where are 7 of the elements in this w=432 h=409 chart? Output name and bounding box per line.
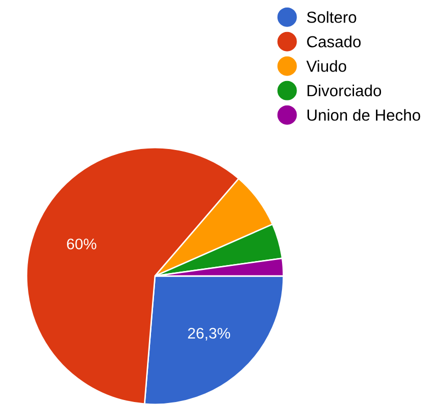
legend-label: Casado	[307, 36, 361, 48]
data-label: 60%	[67, 238, 96, 250]
legend-label: Viudo	[306, 60, 346, 72]
data-label: 26,3%	[188, 328, 230, 340]
legend-label: Soltero	[307, 11, 356, 23]
legend-label: Union de Hecho	[308, 109, 420, 121]
legend-label: Divorciado	[308, 84, 382, 96]
